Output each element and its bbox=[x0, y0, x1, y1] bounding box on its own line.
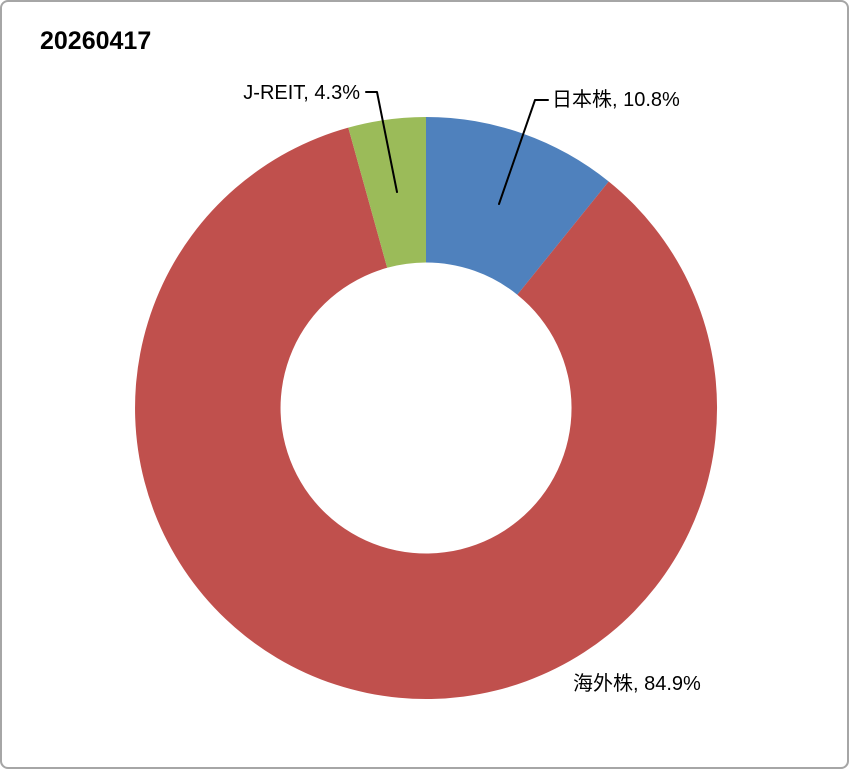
data-label-japan-stocks: 日本株, 10.8% bbox=[552, 89, 680, 111]
leader-lines bbox=[365, 91, 549, 205]
chart-title: 20260417 bbox=[40, 27, 152, 55]
donut-slices bbox=[135, 116, 718, 700]
donut-slice-J-REIT bbox=[348, 117, 426, 268]
leader-line-jreit bbox=[365, 91, 398, 193]
donut-slice-日本株 bbox=[426, 116, 609, 295]
donut-slice-海外株 bbox=[135, 127, 718, 700]
data-label-overseas-stocks: 海外株, 84.9% bbox=[573, 673, 701, 695]
leader-line-japan-stocks bbox=[498, 99, 549, 205]
data-label-jreit: J-REIT, 4.3% bbox=[243, 82, 360, 104]
